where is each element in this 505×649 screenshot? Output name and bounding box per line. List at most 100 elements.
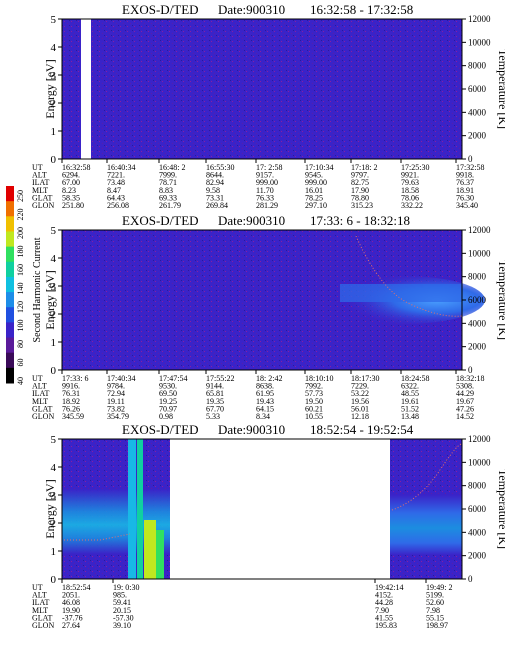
panel-1-cell-mlt: 8.83	[159, 186, 173, 195]
panel-2-cell-glat: 64.15	[256, 404, 274, 413]
panel-3-row-label-ilat: ILAT	[32, 598, 49, 607]
panel-1-cell-ut: 16:32:58	[62, 163, 90, 172]
panel-1-y-tick-label: 2	[51, 98, 57, 110]
panel-2-cell-ut: 18:17:30	[351, 374, 379, 383]
panel-1-cell-mlt: 18.58	[401, 186, 419, 195]
panel-2-cell-mlt: 19.56	[351, 397, 369, 406]
panel-2-cell-glon: 5.33	[206, 412, 220, 421]
colorbar-tick-label: 220	[16, 209, 25, 221]
panel-3-row-label-ut: UT	[32, 583, 43, 592]
panel-3-title: EXOS-D/TED	[122, 422, 199, 437]
colorbar-label: Second Harmonic Current	[32, 237, 43, 342]
panel-2-cell-ilat: 44.29	[456, 389, 474, 398]
panel-3-y2-tick-label: 8000	[468, 481, 487, 491]
colorbar-segment	[6, 337, 14, 354]
colorbar-segment	[6, 231, 14, 248]
panel-1-y2-tick-label: 0	[468, 154, 473, 164]
panel-1-cell-alt: 9921.	[401, 171, 419, 180]
panel-3-cell-ut: 18:52:54	[62, 583, 90, 592]
panel-2-cell-ilat: 61.95	[256, 389, 274, 398]
panel-1-cell-glon: 332.22	[401, 201, 423, 210]
panel-2-title: EXOS-D/TED	[122, 213, 199, 228]
panel-3-cell-alt: 4152.	[375, 591, 393, 600]
panel-3-row-label-glon: GLON	[32, 621, 54, 630]
panel-2-date: Date:900310	[218, 213, 285, 228]
panel-1-date: Date:900310	[218, 2, 285, 17]
panel-3-temperature-trace-right	[391, 443, 463, 511]
panel-1-cell-glon: 256.08	[107, 201, 129, 210]
panel-1-cell-ut: 17:25:30	[401, 163, 429, 172]
panel-2-cell-mlt: 19.35	[206, 397, 224, 406]
panel-2-cell-glon: 10.55	[305, 412, 323, 421]
panel-3-flux-column-1	[128, 439, 136, 579]
panel-2-cell-mlt: 19.61	[401, 397, 419, 406]
panel-3-cell-glat: 41.55	[375, 613, 393, 622]
colorbar-tick-label: 140	[16, 283, 25, 295]
panel-3-cell-glat: 55.15	[426, 613, 444, 622]
colorbar-tick-label: 180	[16, 246, 25, 258]
panel-1-cell-glon: 345.40	[456, 201, 478, 210]
panel-2-cell-ilat: 48.55	[401, 389, 419, 398]
colorbar-segment	[6, 367, 14, 384]
panel-1-cell-alt: 9157.	[256, 171, 274, 180]
panel-2-cell-ilat: 53.22	[351, 389, 369, 398]
panel-1-cell-glat: 64.43	[107, 193, 125, 202]
panel-1-cell-ut: 17:18: 2	[351, 163, 377, 172]
panel-1-cell-glon: 261.79	[159, 201, 181, 210]
panel-2-cell-glat: 76.26	[62, 404, 80, 413]
panel-3-cell-glat: -57.30	[113, 613, 134, 622]
panel-2-cell-mlt: 19.25	[159, 397, 177, 406]
panel-2-cell-ut: 18:10:10	[305, 374, 333, 383]
panel-2-cell-glon: 354.79	[107, 412, 129, 421]
panel-2-cell-ut: 18:24:58	[401, 374, 429, 383]
panel-3-y-tick-label: 0	[51, 574, 57, 586]
panel-3-temperature-trace-left	[64, 533, 131, 541]
panel-3-cell-glon: 27.64	[62, 621, 80, 630]
panel-2-row-label-glat: GLAT	[32, 404, 53, 413]
panel-3-cell-ilat: 46.08	[62, 598, 80, 607]
panel-2-y-label: Energy [eV]	[43, 270, 57, 329]
panel-2-cell-glon: 13.48	[401, 412, 419, 421]
panel-2-y-tick-label: 3	[51, 281, 57, 293]
panel-3-y-tick-label: 3	[51, 490, 57, 502]
panel-1-y2-tick-label: 12000	[468, 14, 491, 24]
panel-1-y2-label: Temperature [K]	[496, 49, 505, 129]
panel-2-y2-tick-label: 2000	[468, 342, 487, 352]
panel-3-y-label: Energy [eV]	[43, 479, 57, 538]
panel-1-cell-ilat: 82.94	[206, 178, 224, 187]
panel-3-flux-column-3	[144, 520, 156, 579]
panel-3-cell-alt: 985.	[113, 591, 127, 600]
panel-3-y2-label: Temperature [K]	[496, 469, 505, 549]
panel-1-plot-area	[62, 19, 462, 159]
panel-1-cell-glon: 297.10	[305, 201, 327, 210]
panel-2-cell-mlt: 19.11	[107, 397, 125, 406]
panel-1-cell-glat: 76.30	[456, 193, 474, 202]
panel-2-cell-glat: 70.97	[159, 404, 177, 413]
colorbar-segment	[6, 216, 14, 232]
colorbar-segment	[6, 322, 14, 339]
panel-2-cell-mlt: 19.67	[456, 397, 474, 406]
panel-2-cell-alt: 9144.	[206, 382, 224, 391]
panel-1-cell-glon: 315.23	[351, 201, 373, 210]
panel-1-cell-mlt: 11.70	[256, 186, 274, 195]
panel-3-cell-mlt: 7.98	[426, 606, 440, 615]
panel-1-cell-alt: 9918.	[456, 171, 474, 180]
panel-3-cell-ilat: 59.41	[113, 598, 131, 607]
panel-1-cell-ut: 16:48: 2	[159, 163, 185, 172]
panel-1-cell-alt: 6294.	[62, 171, 80, 180]
panel-2-cell-mlt: 19.43	[256, 397, 274, 406]
panel-2-cell-alt: 9916.	[62, 382, 80, 391]
panel-1-y2-tick-label: 4000	[468, 107, 487, 117]
panel-3-cell-ut: 19: 0:30	[113, 583, 139, 592]
panel-2-cell-mlt: 18.92	[62, 397, 80, 406]
panel-2-y2-tick-label: 10000	[468, 248, 491, 258]
colorbar-tick-label: 100	[16, 320, 25, 332]
panel-2-cell-glat: 56.01	[351, 404, 369, 413]
panel-2-cell-ut: 17:55:22	[206, 374, 234, 383]
panel-2-row-label-ilat: ILAT	[32, 389, 49, 398]
panel-2-cell-glat: 73.82	[107, 404, 125, 413]
panel-1-cell-glon: 251.80	[62, 201, 84, 210]
panel-2-cell-alt: 9784.	[107, 382, 125, 391]
panel-1-row-label-mlt: MLT	[32, 186, 48, 195]
colorbar-segment	[6, 201, 14, 217]
